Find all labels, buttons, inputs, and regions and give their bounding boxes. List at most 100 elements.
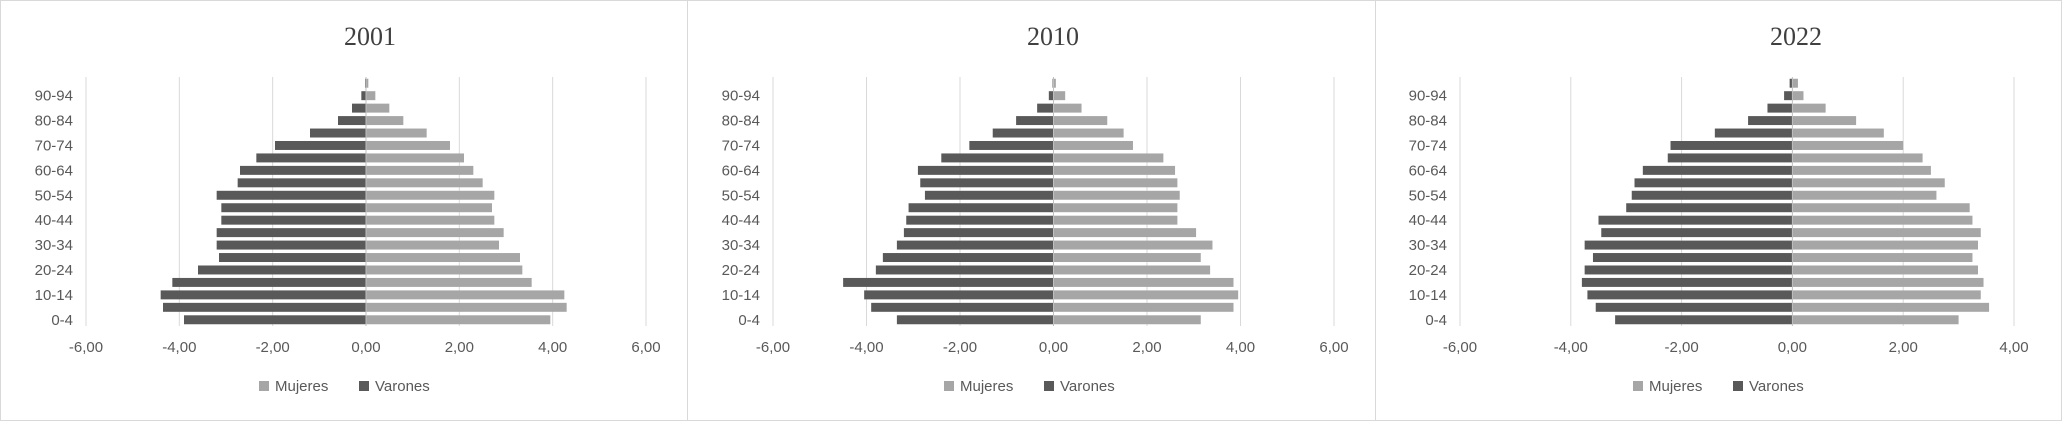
bar-mujeres (1792, 116, 1857, 126)
bar-varones (924, 190, 1054, 200)
y-tick-label: 40-44 (1409, 212, 1447, 229)
bar-mujeres (1792, 103, 1826, 113)
bar-varones (1748, 116, 1793, 126)
x-tick-label: 4,00 (1999, 339, 2028, 356)
bar-varones (163, 302, 366, 312)
y-tick-label: 0-4 (1425, 312, 1447, 329)
bar-mujeres (1053, 165, 1176, 175)
legend-swatch-varones (1044, 381, 1054, 391)
bar-varones (216, 190, 366, 200)
bar-mujeres (1053, 228, 1197, 238)
bar-mujeres (1792, 203, 1970, 213)
bar-mujeres (1053, 103, 1082, 113)
x-tick-label: -6,00 (756, 339, 790, 356)
bar-varones (1595, 302, 1793, 312)
legend: Mujeres Varones (259, 378, 430, 395)
bar-mujeres (366, 265, 523, 275)
y-tick-label: 40-44 (35, 212, 73, 229)
legend-swatch-mujeres (944, 381, 954, 391)
bar-varones (1626, 203, 1793, 213)
y-tick-label: 90-94 (722, 88, 760, 105)
bar-mujeres (1053, 302, 1234, 312)
bar-varones (160, 290, 366, 300)
bar-varones (216, 240, 366, 250)
x-tick-label: 2,00 (1132, 339, 1161, 356)
bar-mujeres (1792, 302, 1990, 312)
bar-mujeres (1053, 290, 1239, 300)
bar-varones (256, 153, 366, 163)
y-tick-label: 90-94 (1409, 88, 1447, 105)
legend-label-mujeres: Mujeres (275, 378, 328, 395)
bar-varones (920, 178, 1054, 188)
bar-varones (172, 277, 366, 287)
x-tick-label: 0,00 (1039, 339, 1068, 356)
bar-varones (1615, 315, 1793, 325)
legend: Mujeres Varones (1633, 378, 1804, 395)
bar-mujeres (366, 253, 520, 263)
bar-mujeres (366, 178, 483, 188)
bar-mujeres (1053, 203, 1178, 213)
bar-mujeres (1792, 153, 1923, 163)
bar-varones (1642, 165, 1793, 175)
bar-mujeres (1053, 140, 1133, 150)
x-tick-label: 6,00 (631, 339, 660, 356)
y-tick-label: 0-4 (738, 312, 760, 329)
bar-mujeres (366, 116, 404, 126)
bar-mujeres (366, 228, 504, 238)
legend-label-mujeres: Mujeres (960, 378, 1013, 395)
bar-mujeres (366, 215, 495, 225)
x-tick-label: 0,00 (351, 339, 380, 356)
bar-varones (906, 215, 1054, 225)
bar-varones (1714, 128, 1793, 138)
bar-varones (1592, 253, 1793, 263)
bar-mujeres (366, 78, 369, 88)
bar-mujeres (366, 240, 499, 250)
bar-varones (1767, 103, 1793, 113)
y-tick-label: 10-14 (722, 287, 760, 304)
chart-2022: 2022 -6,00 -4,00 -2,00 0,00 2,00 4,00 0-4 10-14 2… (1409, 22, 2029, 395)
bar-varones (871, 302, 1054, 312)
bar-varones (917, 165, 1054, 175)
y-tick-label: 30-34 (35, 237, 73, 254)
bar-mujeres (1053, 128, 1124, 138)
legend-label-varones: Varones (1060, 378, 1115, 395)
bar-mujeres (1792, 240, 1978, 250)
bar-varones (1598, 215, 1793, 225)
bar-varones (221, 203, 366, 213)
y-tick-label: 20-24 (722, 262, 760, 279)
bar-mujeres (1792, 190, 1937, 200)
bar-mujeres (1053, 78, 1056, 88)
bar-mujeres (1792, 78, 1798, 88)
bar-mujeres (1053, 116, 1108, 126)
x-tick-label: 4,00 (1226, 339, 1255, 356)
bar-varones (896, 240, 1054, 250)
y-tick-label: 40-44 (722, 212, 760, 229)
bar-mujeres (1053, 153, 1164, 163)
chart-2001: 2001 -6,00 -4,00 -2,00 0,00 2,00 4,00 6,00 0-4 10… (35, 22, 661, 395)
y-tick-label: 30-34 (1409, 237, 1447, 254)
legend-swatch-varones (359, 381, 369, 391)
bar-mujeres (1053, 178, 1178, 188)
x-tick-label: -6,00 (69, 339, 103, 356)
bar-mujeres (1792, 178, 1945, 188)
y-tick-label: 50-54 (722, 187, 760, 204)
bar-mujeres (366, 302, 567, 312)
bar-varones (864, 290, 1054, 300)
bar-varones (1634, 178, 1793, 188)
bar-mujeres (1053, 240, 1213, 250)
legend: Mujeres Varones (944, 378, 1115, 395)
bar-varones (1581, 277, 1793, 287)
bar-varones (969, 140, 1054, 150)
y-tick-label: 20-24 (35, 262, 73, 279)
bar-mujeres (366, 190, 495, 200)
bar-mujeres (1792, 277, 1984, 287)
bar-mujeres (366, 277, 532, 287)
bar-varones (1789, 78, 1793, 88)
bar-varones (882, 253, 1054, 263)
y-tick-label: 60-64 (35, 162, 73, 179)
bar-mujeres (1792, 290, 1981, 300)
y-tick-label: 60-64 (722, 162, 760, 179)
y-tick-label: 90-94 (35, 88, 73, 105)
bar-varones (1587, 290, 1793, 300)
